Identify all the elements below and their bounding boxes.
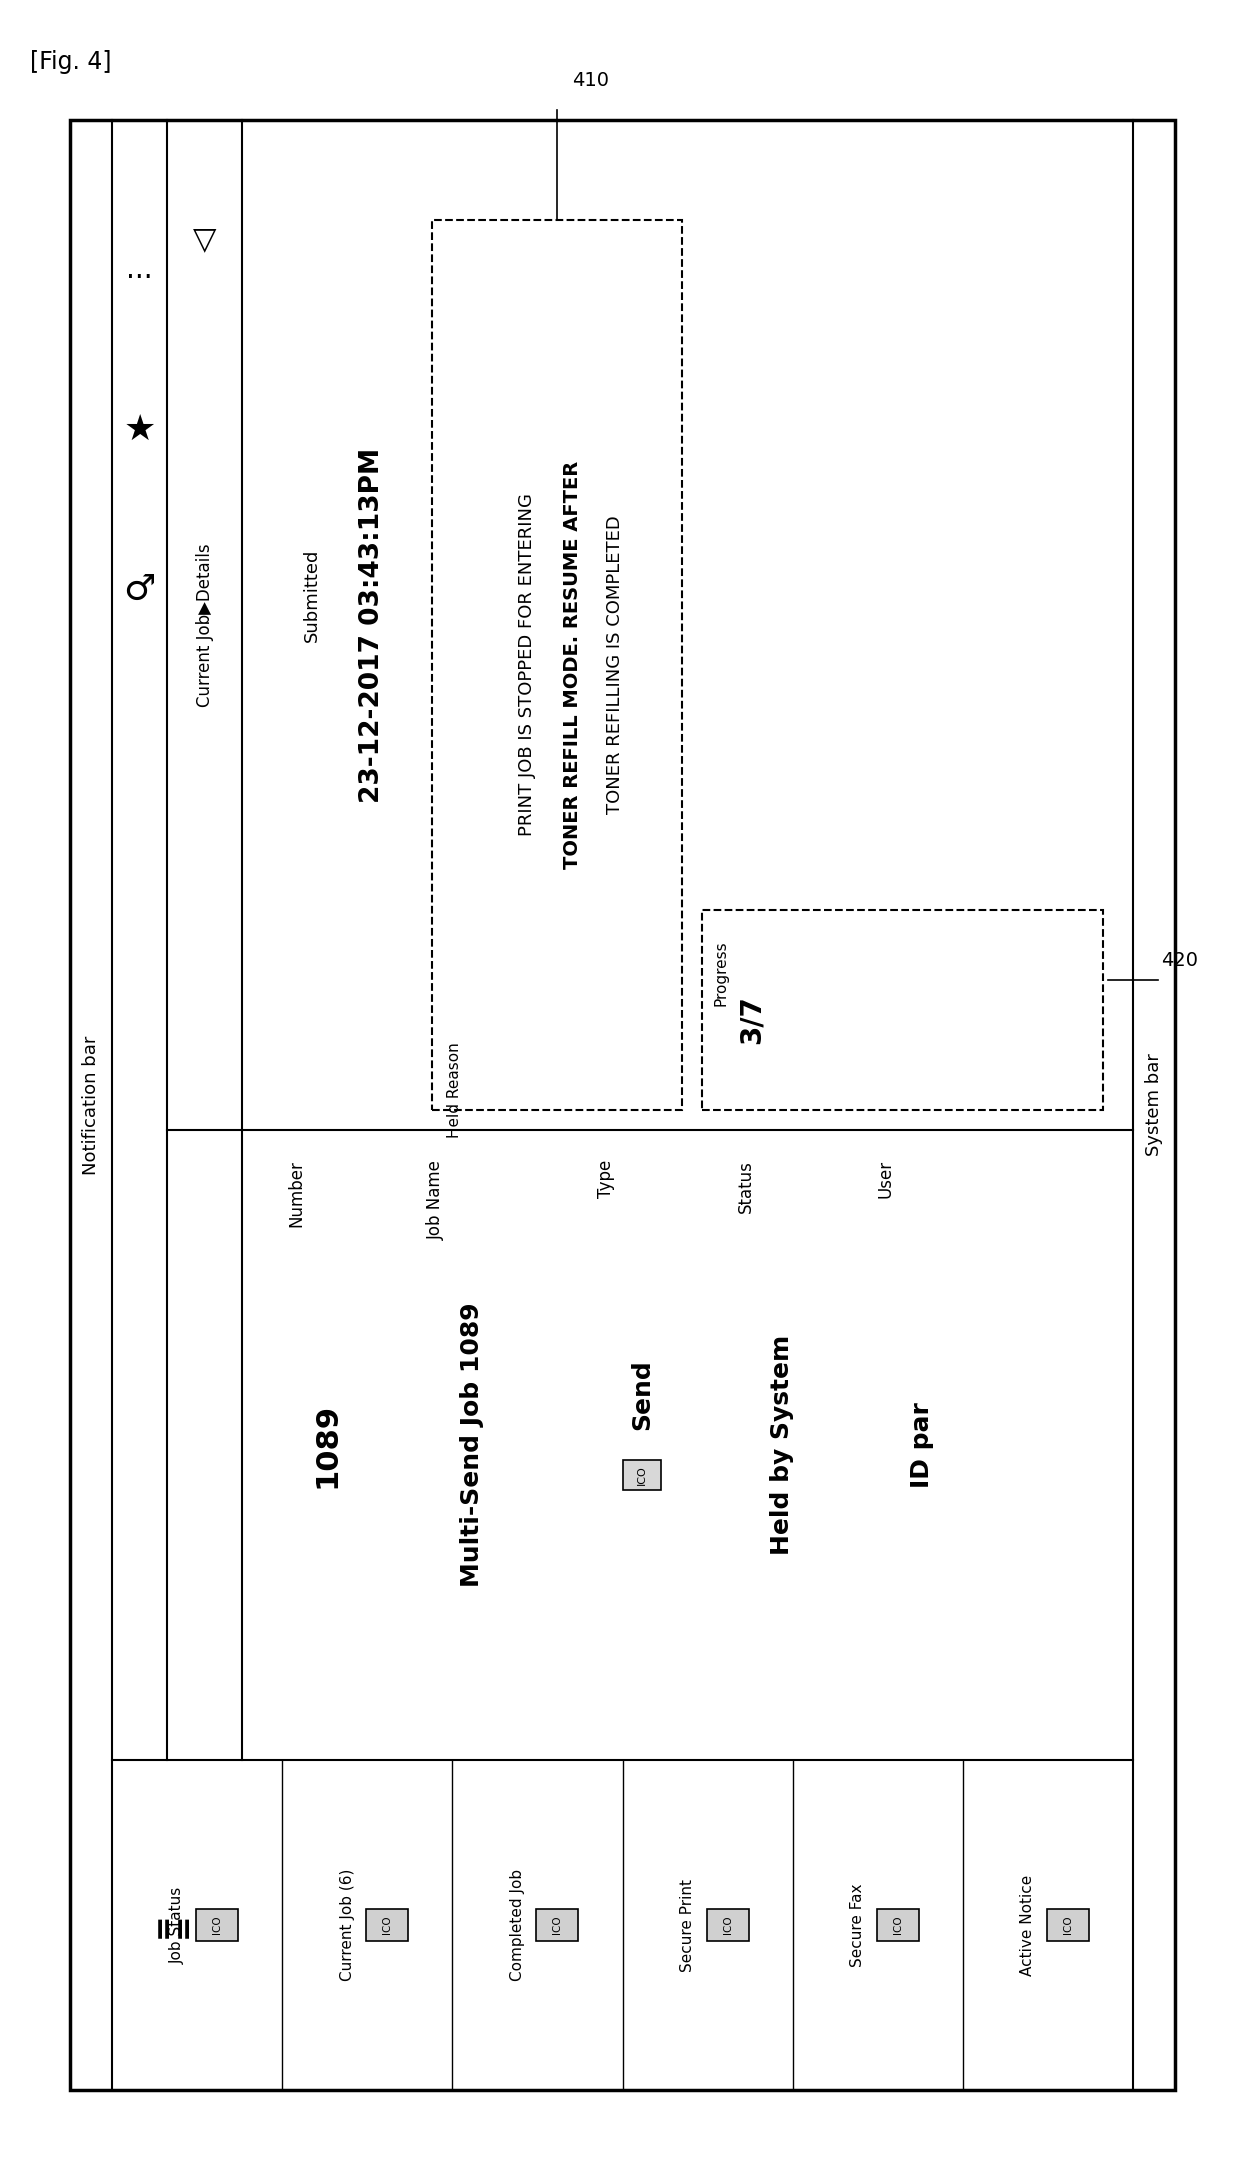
Bar bbox=[196, 1908, 238, 1941]
Text: User: User bbox=[877, 1160, 895, 1199]
Text: 410: 410 bbox=[572, 70, 609, 89]
Text: Held Reason: Held Reason bbox=[446, 1042, 463, 1138]
Text: System bar: System bar bbox=[1145, 1053, 1163, 1155]
Text: Submitted: Submitted bbox=[303, 548, 321, 642]
Text: Type: Type bbox=[596, 1160, 615, 1199]
Text: ICO: ICO bbox=[552, 1915, 563, 1934]
Text: Job Status: Job Status bbox=[170, 1887, 185, 1963]
Bar bbox=[707, 1908, 749, 1941]
Text: [Fig. 4]: [Fig. 4] bbox=[30, 50, 112, 74]
Text: Notification bar: Notification bar bbox=[82, 1036, 100, 1175]
Text: Multi-Send Job 1089: Multi-Send Job 1089 bbox=[460, 1303, 484, 1586]
Text: Current Job (6): Current Job (6) bbox=[340, 1869, 355, 1980]
Text: ICO: ICO bbox=[382, 1915, 392, 1934]
Text: 23-12-2017 03:43:13PM: 23-12-2017 03:43:13PM bbox=[360, 448, 384, 803]
Bar bbox=[702, 910, 1104, 1110]
Text: ...: ... bbox=[126, 257, 153, 285]
Text: TONER REFILLING IS COMPLETED: TONER REFILLING IS COMPLETED bbox=[606, 516, 624, 814]
Text: Progress: Progress bbox=[714, 940, 729, 1005]
Text: Status: Status bbox=[737, 1160, 755, 1212]
Text: 1089: 1089 bbox=[312, 1404, 341, 1488]
Bar bbox=[366, 1908, 408, 1941]
Text: Secure Print: Secure Print bbox=[680, 1878, 696, 1971]
Text: PRINT JOB IS STOPPED FOR ENTERING: PRINT JOB IS STOPPED FOR ENTERING bbox=[518, 494, 536, 836]
Text: Send: Send bbox=[630, 1360, 653, 1430]
Text: ICO: ICO bbox=[1063, 1915, 1073, 1934]
Text: 3/7: 3/7 bbox=[738, 997, 766, 1044]
Text: Active Notice: Active Notice bbox=[1021, 1874, 1035, 1976]
Text: =: = bbox=[167, 1913, 197, 1939]
Text: TONER REFILL MODE. RESUME AFTER: TONER REFILL MODE. RESUME AFTER bbox=[563, 461, 582, 868]
Text: Job Name: Job Name bbox=[427, 1160, 445, 1240]
Bar bbox=[432, 220, 682, 1110]
Text: ID par: ID par bbox=[910, 1401, 934, 1488]
Text: Secure Fax: Secure Fax bbox=[851, 1882, 866, 1967]
Bar bbox=[69, 120, 1176, 2089]
Bar bbox=[1047, 1908, 1089, 1941]
Text: ▽: ▽ bbox=[192, 226, 216, 255]
Text: Number: Number bbox=[286, 1160, 305, 1227]
Text: ICO: ICO bbox=[893, 1915, 903, 1934]
Bar bbox=[622, 1460, 661, 1491]
Text: =: = bbox=[148, 1913, 176, 1939]
Text: ICO: ICO bbox=[212, 1915, 222, 1934]
Text: ICO: ICO bbox=[723, 1915, 733, 1934]
Text: ICO: ICO bbox=[637, 1464, 647, 1484]
Text: Current Job▶Details: Current Job▶Details bbox=[196, 544, 213, 707]
Text: 420: 420 bbox=[1161, 951, 1198, 970]
Text: Held by System: Held by System bbox=[770, 1334, 794, 1556]
Text: ★: ★ bbox=[123, 413, 156, 446]
Bar bbox=[877, 1908, 919, 1941]
Text: ♂: ♂ bbox=[123, 572, 156, 607]
Bar bbox=[537, 1908, 578, 1941]
Text: Completed Job: Completed Job bbox=[510, 1869, 525, 1980]
